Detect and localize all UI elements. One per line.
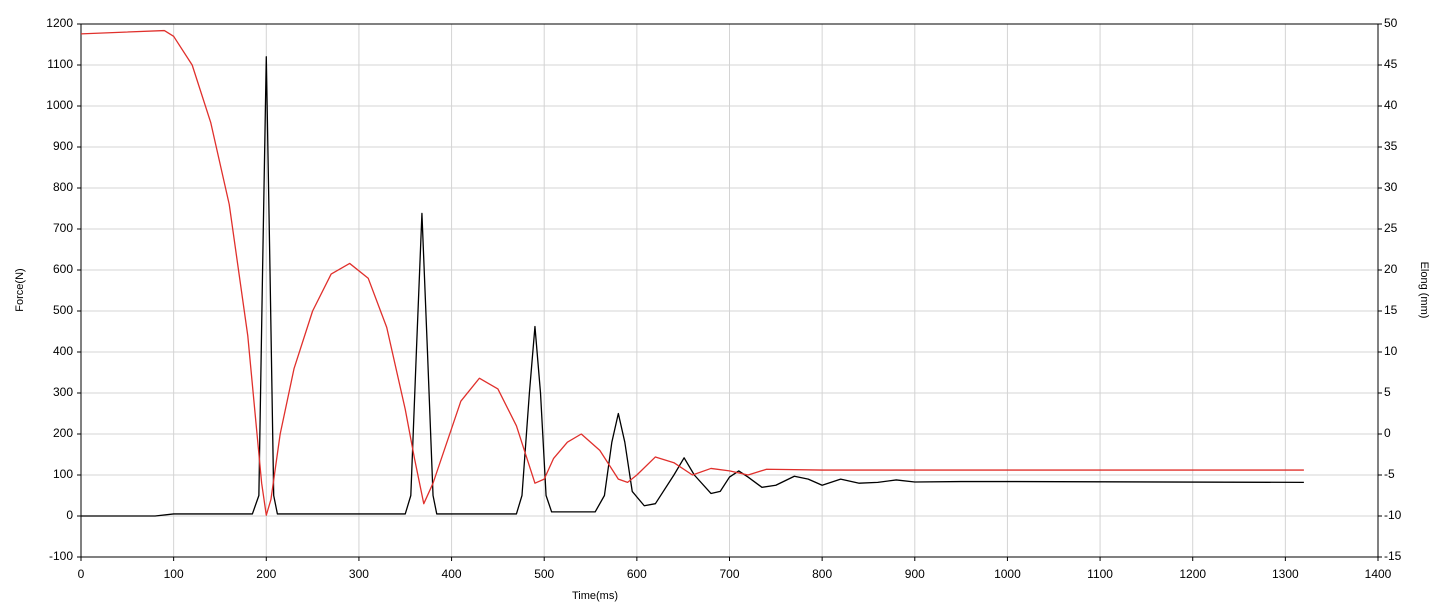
y-tick-label: 1200 [46,16,73,30]
x-tick-label: 1200 [1179,567,1206,581]
x-tick-label: 1100 [1087,567,1113,581]
y-tick-label: 100 [53,467,73,481]
y-tick-label: 700 [53,221,73,235]
y2-tick-label: 35 [1384,139,1398,153]
x-tick-label: 600 [627,567,647,581]
y2-tick-label: -5 [1384,467,1395,481]
x-tick-label: 100 [164,567,184,581]
x-tick-label: 1400 [1365,567,1392,581]
line-series [81,56,1304,517]
x-tick-label: 1000 [994,567,1021,581]
x-tick-label: 200 [256,567,276,581]
y2-tick-label: 0 [1384,426,1391,440]
y2-tick-label: 5 [1384,385,1391,399]
x-tick-label: 500 [534,567,554,581]
y2-tick-label: 25 [1384,221,1398,235]
y-tick-label: 900 [53,139,73,153]
plot-frame [80,23,1379,558]
y2-tick-label: -15 [1384,549,1402,563]
x-tick-label: 700 [719,567,739,581]
y-tick-label: 800 [53,180,73,194]
y-tick-label: 400 [53,344,73,358]
y-axis-label: Force(N) [14,268,26,311]
x-tick-label: 0 [78,567,85,581]
y-tick-label: 200 [53,426,73,440]
y2-tick-label: 30 [1384,180,1398,194]
x-tick-label: 400 [442,567,462,581]
y-tick-label: 1100 [47,57,73,71]
y-tick-label: 1000 [46,98,73,112]
x-tick-label: 900 [905,567,925,581]
line-series [80,29,1304,516]
y-tick-label: 500 [53,303,73,317]
y-tick-label: 300 [53,385,73,399]
y2-tick-label: 10 [1384,344,1398,358]
y2-axis-label: Elong (mm) [1418,262,1430,319]
y2-tick-label: 45 [1384,57,1398,71]
y2-tick-label: -10 [1384,508,1402,522]
x-axis-label: Time(ms) [572,590,618,602]
y-tick-label: 0 [66,508,73,522]
y-tick-label: 600 [53,262,73,276]
y2-tick-label: 50 [1384,16,1398,30]
y2-tick-label: 20 [1384,262,1398,276]
x-tick-label: 300 [349,567,369,581]
y-tick-label: -100 [49,549,73,563]
x-tick-label: 800 [812,567,832,581]
y2-tick-label: 15 [1384,303,1398,317]
y2-tick-label: 40 [1384,98,1398,112]
x-tick-label: 1300 [1272,567,1299,581]
